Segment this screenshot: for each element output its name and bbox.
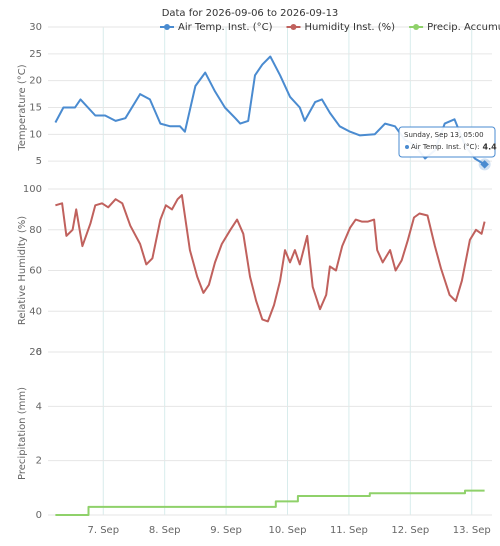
x-tick-label: 9. Sep (210, 525, 242, 536)
y-tick-label: 0 (36, 510, 42, 521)
legend-marker (290, 24, 297, 30)
x-tick-label: 8. Sep (149, 525, 181, 536)
x-tick-label: 12. Sep (391, 525, 429, 536)
y-tick-label: 4 (36, 401, 42, 412)
legend-marker (164, 24, 170, 30)
y-tick-label: 5 (36, 156, 42, 167)
tooltip-header: Sunday, Sep 13, 05:00 (404, 131, 484, 139)
y-tick-label: 100 (23, 184, 42, 195)
y-tick-label: 2 (36, 456, 42, 467)
y-tick-label: 15 (29, 103, 42, 114)
chart-title: Data for 2026-09-06 to 2026-09-13 (162, 8, 339, 19)
tooltip-label: Air Temp. Inst. (°C): (411, 143, 480, 151)
y-tick-label: 25 (29, 49, 42, 60)
y-tick-label: 20 (29, 347, 42, 358)
legend-marker (413, 24, 420, 30)
y-tick-label: 60 (29, 266, 42, 277)
tooltip-value: 4.4 (483, 143, 498, 152)
tooltip: Sunday, Sep 13, 05:00 Air Temp. Inst. (°C… (398, 126, 498, 158)
tooltip-box (398, 126, 496, 158)
data-line (55, 489, 485, 516)
x-tick-label: 13. Sep (453, 525, 491, 536)
y-axis-title: Relative Humidity (%) (17, 216, 28, 325)
y-tick-label: 6 (36, 347, 42, 358)
legend-label: Air Temp. Inst. (°C) (178, 22, 273, 33)
tooltip-dot (405, 145, 409, 149)
y-axis-title: Precipitation (mm) (17, 387, 28, 480)
legend-label: Humidity Inst. (%) (304, 22, 395, 33)
legend-label: Precip. Accumulated (mm) (427, 22, 500, 33)
x-tick-label: 7. Sep (87, 525, 119, 536)
y-tick-label: 10 (29, 129, 42, 140)
x-tick-label: 10. Sep (269, 525, 307, 536)
y-tick-label: 40 (29, 306, 42, 317)
y-tick-label: 20 (29, 76, 42, 87)
hover-point (480, 160, 489, 169)
x-tick-label: 11. Sep (330, 525, 368, 536)
data-line (55, 194, 486, 323)
y-axis-title: Temperature (°C) (17, 64, 28, 151)
y-tick-label: 80 (29, 225, 42, 236)
y-tick-label: 30 (29, 22, 42, 33)
